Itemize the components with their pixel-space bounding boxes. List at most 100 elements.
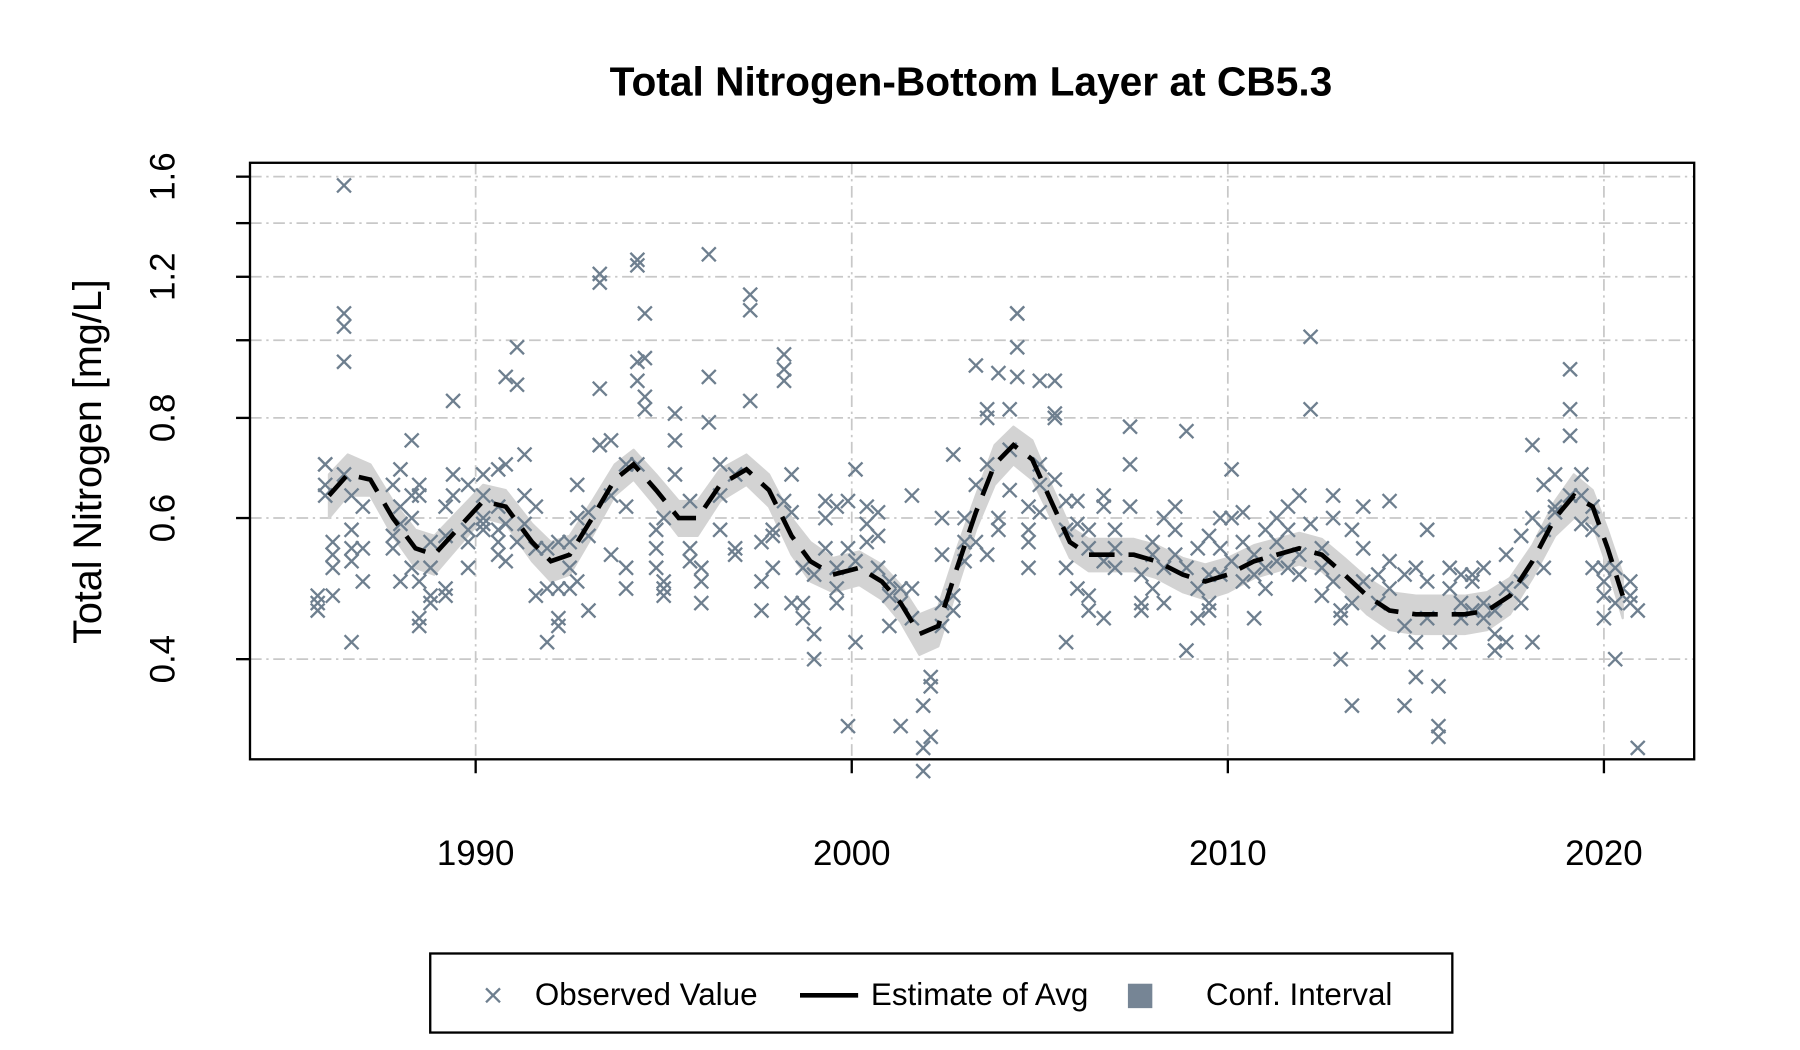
point [1223, 510, 1240, 526]
point-stroke [1607, 595, 1624, 611]
point [569, 510, 585, 526]
point [1344, 522, 1360, 538]
point [742, 393, 758, 409]
point-stroke [1107, 560, 1123, 576]
point [1453, 566, 1469, 583]
point [1332, 602, 1349, 619]
point-stroke [1355, 498, 1372, 515]
point-stroke [1487, 642, 1503, 659]
point-stroke [1430, 718, 1447, 734]
point [324, 534, 341, 550]
point-stroke [1396, 697, 1413, 714]
point [795, 560, 811, 576]
point-stroke [343, 540, 360, 557]
point [648, 540, 664, 557]
point [629, 252, 646, 268]
point [385, 528, 401, 544]
point-stroke [1381, 493, 1398, 509]
point [1430, 718, 1447, 734]
point [460, 560, 476, 576]
point [422, 560, 439, 576]
point-stroke [618, 456, 634, 473]
point-stroke [934, 618, 950, 634]
point-stroke [591, 437, 608, 453]
point [1573, 466, 1590, 483]
point [828, 498, 845, 515]
point [701, 414, 717, 431]
point-stroke [324, 560, 341, 576]
point [1524, 634, 1541, 650]
point-stroke [828, 560, 845, 576]
point [317, 487, 334, 504]
point [1133, 566, 1150, 583]
point-stroke [712, 456, 728, 473]
point [1178, 642, 1195, 659]
point [580, 602, 597, 619]
point-stroke [1212, 510, 1229, 526]
point-stroke [934, 510, 950, 526]
point-stroke [539, 540, 555, 557]
point [561, 534, 578, 550]
point [385, 477, 401, 493]
point [701, 369, 717, 385]
point [1144, 580, 1161, 597]
point [343, 540, 360, 557]
point [1001, 482, 1018, 498]
point [667, 405, 683, 422]
point [1562, 401, 1578, 418]
point [922, 729, 939, 745]
point [753, 602, 770, 619]
point [1189, 580, 1206, 597]
point [1246, 566, 1262, 583]
point-stroke [591, 266, 608, 282]
point-stroke [343, 487, 360, 504]
point-stroke [1235, 534, 1251, 550]
point [1629, 740, 1646, 756]
point [847, 461, 864, 478]
point-stroke [509, 534, 525, 550]
point [1408, 669, 1424, 685]
point [509, 534, 525, 550]
point-stroke [817, 540, 834, 557]
point-stroke [497, 369, 514, 385]
point-stroke [795, 560, 811, 576]
point [1020, 498, 1037, 515]
point-stroke [1547, 504, 1563, 521]
point [648, 522, 664, 538]
point [915, 697, 932, 714]
point [742, 302, 758, 319]
point [629, 353, 646, 370]
point [1325, 487, 1341, 504]
point-stroke [591, 380, 608, 397]
point-stroke [968, 477, 984, 493]
point-stroke [1268, 534, 1285, 550]
point [1223, 461, 1240, 478]
point-stroke [1408, 669, 1424, 685]
y-tick-label: 1.6 [143, 152, 182, 200]
point-stroke [569, 510, 585, 526]
point-stroke [1498, 634, 1514, 650]
point [1430, 678, 1447, 695]
point [1498, 580, 1514, 597]
point-stroke [840, 493, 856, 509]
point-stroke [1596, 573, 1612, 590]
point-stroke [904, 580, 920, 597]
point [979, 546, 995, 563]
point-stroke [437, 498, 454, 515]
point [1009, 369, 1026, 385]
point-stroke [783, 466, 800, 483]
point [693, 595, 710, 611]
point [1122, 456, 1138, 473]
point [422, 587, 439, 604]
point-stroke [516, 446, 533, 463]
point [336, 177, 352, 194]
point [355, 540, 371, 557]
point [1122, 418, 1138, 435]
point [881, 618, 898, 634]
point [1047, 373, 1063, 389]
point [1189, 610, 1206, 626]
point [727, 540, 743, 557]
point [403, 560, 420, 576]
point [682, 540, 698, 557]
point [1080, 522, 1097, 538]
